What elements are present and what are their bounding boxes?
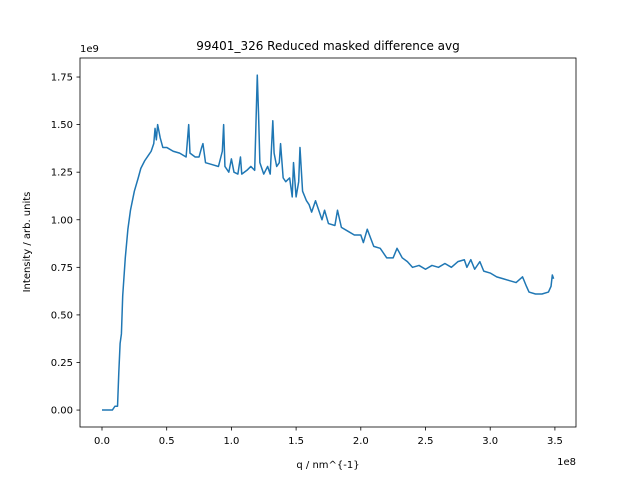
x-axis-label: q / nm^{-1} — [296, 460, 359, 471]
x-tick-label: 0.0 — [94, 436, 110, 447]
x-tick-label: 2.0 — [353, 436, 369, 447]
axes-frame — [79, 57, 577, 428]
x-offset-label: 1e8 — [557, 457, 576, 468]
x-tick-label: 2.5 — [418, 436, 434, 447]
data-line — [102, 74, 555, 411]
chart-title: 99401_326 Reduced masked difference avg — [196, 39, 459, 53]
y-tick-label: 0.75 — [51, 263, 73, 274]
x-tick-label: 3.0 — [482, 436, 498, 447]
x-tick-label: 0.5 — [159, 436, 175, 447]
y-offset-label: 1e9 — [80, 44, 99, 55]
y-tick-label: 1.75 — [51, 73, 73, 84]
y-tick-label: 0.25 — [51, 358, 73, 369]
y-tick-label: 0.50 — [51, 310, 73, 321]
y-tick-label: 1.25 — [51, 168, 73, 179]
y-tick-label: 1.00 — [51, 215, 73, 226]
x-tick-label: 3.5 — [547, 436, 563, 447]
x-tick-label: 1.5 — [288, 436, 304, 447]
x-tick-label: 1.0 — [223, 436, 239, 447]
y-tick-label: 0.00 — [51, 406, 73, 417]
y-axis-label: Intensity / arb. units — [22, 192, 33, 293]
y-tick-label: 1.50 — [51, 120, 73, 131]
